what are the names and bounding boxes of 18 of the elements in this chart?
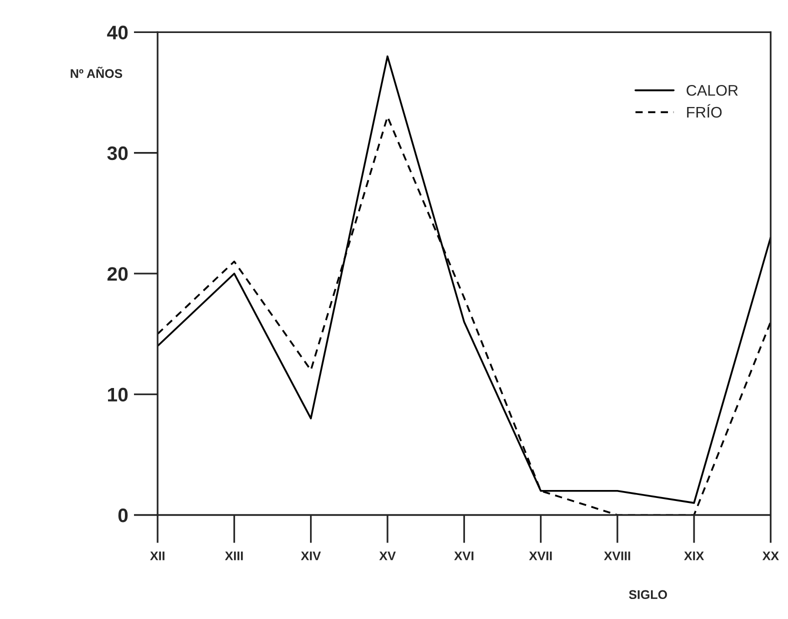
y-tick-label: 10 <box>108 388 128 402</box>
x-axis-title: SIGLO <box>628 590 667 600</box>
x-tick-label: XVII <box>529 552 552 560</box>
x-tick-label: XII <box>150 552 164 560</box>
y-tick-label: 40 <box>107 26 128 40</box>
x-tick-label: XIV <box>300 552 321 560</box>
x-tick-label: XVI <box>454 552 474 560</box>
y-tick-label: 0 <box>118 508 128 522</box>
legend-label: FRÍO <box>687 104 722 118</box>
x-tick-label: XV <box>379 552 396 560</box>
y-axis-title: Nº AÑOS <box>70 66 122 78</box>
y-tick-label: 30 <box>107 146 128 160</box>
x-tick-label: XVIII <box>604 552 630 560</box>
legend-label: CALOR <box>686 84 738 96</box>
x-tick-label: XIX <box>684 552 704 560</box>
x-tick-label: XIII <box>224 552 243 560</box>
y-tick-label: 20 <box>107 267 128 281</box>
x-tick-label: XX <box>762 552 779 560</box>
